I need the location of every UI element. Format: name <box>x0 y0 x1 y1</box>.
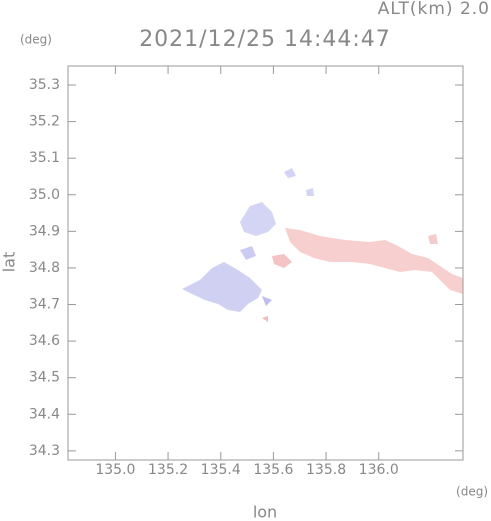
y-tick-label: 35.1 <box>29 150 60 166</box>
altitude-label: ALT(km) 2.0 <box>378 0 490 19</box>
y-tick-label: 34.6 <box>29 333 60 349</box>
x-axis-label: lon <box>253 503 277 521</box>
y-tick-label: 35.3 <box>29 77 60 93</box>
y-tick-label: 34.9 <box>29 223 60 239</box>
x-tick-label: 135.0 <box>95 462 135 478</box>
y-tick-label: 34.3 <box>29 443 60 459</box>
y-tick-label: 34.7 <box>29 297 60 313</box>
y-tick-label: 34.8 <box>29 260 60 276</box>
x-unit: (deg) <box>456 485 488 499</box>
y-tick-label: 34.4 <box>29 406 60 422</box>
plot-frame <box>67 65 464 461</box>
y-axis-label: lat <box>0 252 19 273</box>
y-tick-label: 35.2 <box>29 114 60 130</box>
x-tick-label: 135.6 <box>253 462 293 478</box>
x-tick-label: 135.8 <box>306 462 346 478</box>
x-tick-label: 136.0 <box>359 462 399 478</box>
x-tick-label: 135.4 <box>201 462 241 478</box>
y-unit: (deg) <box>20 33 52 47</box>
chart-title: 2021/12/25 14:44:47 <box>139 27 391 52</box>
y-tick-label: 34.5 <box>29 370 60 386</box>
x-tick-label: 135.2 <box>148 462 188 478</box>
echo-area <box>182 168 463 322</box>
y-tick-label: 35.0 <box>29 187 60 203</box>
